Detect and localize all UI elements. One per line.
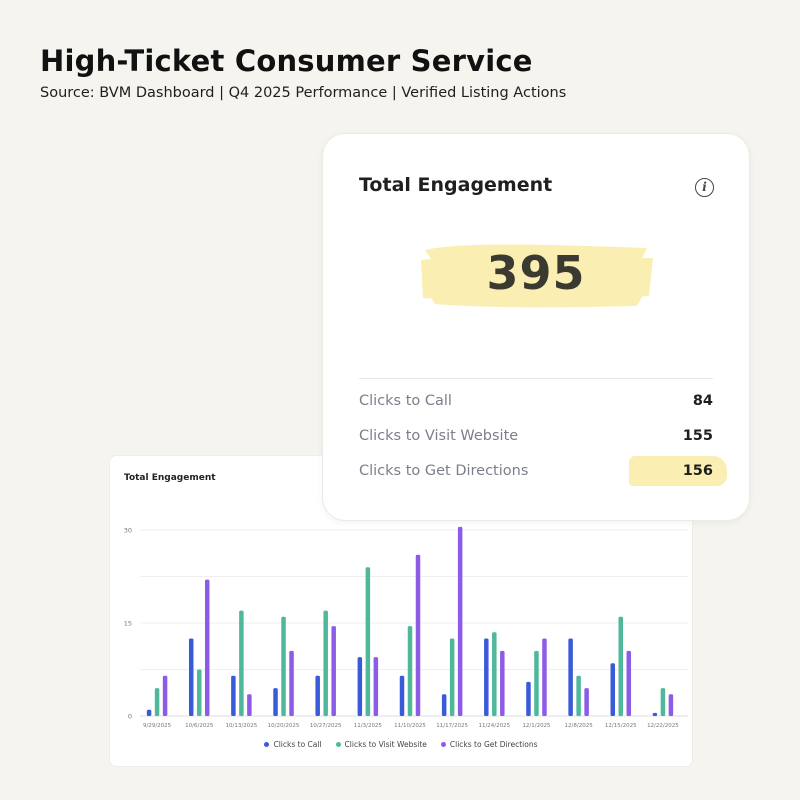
bar bbox=[331, 626, 336, 716]
bar bbox=[289, 650, 294, 716]
card-title: Total Engagement bbox=[359, 174, 553, 196]
legend-dot bbox=[264, 742, 270, 747]
bar bbox=[660, 688, 666, 716]
bar bbox=[441, 694, 447, 716]
bar bbox=[534, 650, 539, 716]
x-tick-label: 12/15/2025 bbox=[605, 723, 637, 729]
bar bbox=[247, 694, 252, 716]
chart-legend: Clicks to Call Clicks to Visit Website C… bbox=[110, 740, 692, 749]
bar bbox=[204, 579, 210, 716]
bar bbox=[526, 681, 531, 716]
bar bbox=[449, 638, 455, 716]
bar bbox=[281, 616, 286, 716]
legend-label: Clicks to Visit Website bbox=[344, 740, 427, 749]
metric-label: Clicks to Visit Website bbox=[359, 428, 519, 444]
engagement-bar-chart: 0 15 30 9/29/2025 10/6/2025 10/13/2025 10/20/2… bbox=[124, 526, 688, 729]
bar bbox=[576, 675, 581, 716]
legend-dot bbox=[335, 742, 341, 747]
bar bbox=[162, 675, 168, 716]
card-divider bbox=[359, 378, 713, 379]
total-engagement-value: 395 bbox=[486, 246, 586, 300]
bar bbox=[457, 526, 463, 716]
bar bbox=[610, 663, 616, 716]
metric-row-clicks-to-visit-website: Clicks to Visit Website 155 bbox=[359, 425, 713, 447]
metric-value-wrapper: 156 bbox=[629, 456, 727, 486]
x-tick-label: 10/27/2025 bbox=[310, 723, 342, 729]
x-tick-label: 10/6/2025 bbox=[185, 723, 214, 729]
bar bbox=[568, 638, 573, 716]
x-tick-label: 10/13/2025 bbox=[226, 723, 258, 729]
bar bbox=[373, 657, 379, 716]
bar bbox=[626, 650, 632, 716]
bar bbox=[196, 669, 202, 716]
y-tick-label: 30 bbox=[124, 527, 132, 535]
highlight-brush-stroke bbox=[421, 244, 653, 308]
bar bbox=[492, 632, 497, 716]
x-tick-label: 12/22/2025 bbox=[647, 723, 679, 729]
bar bbox=[542, 638, 547, 716]
page-subtitle: Source: BVM Dashboard | Q4 2025 Performa… bbox=[40, 85, 567, 101]
bar bbox=[652, 712, 658, 716]
legend-item[interactable]: Clicks to Call bbox=[264, 740, 322, 749]
bar bbox=[668, 694, 674, 716]
bar bbox=[484, 638, 489, 716]
x-tick-label: 9/29/2025 bbox=[143, 723, 172, 729]
x-tick-label: 10/20/2025 bbox=[268, 723, 300, 729]
y-tick-label: 0 bbox=[128, 713, 132, 721]
metric-row-clicks-to-get-directions: Clicks to Get Directions 156 bbox=[359, 456, 727, 486]
legend-item[interactable]: Clicks to Get Directions bbox=[440, 740, 538, 749]
bar bbox=[273, 688, 278, 716]
page-title: High-Ticket Consumer Service bbox=[40, 44, 533, 78]
x-tick-label: 11/24/2025 bbox=[478, 723, 510, 729]
bar bbox=[188, 638, 194, 716]
bar bbox=[618, 616, 624, 716]
legend-item[interactable]: Clicks to Visit Website bbox=[335, 740, 427, 749]
bar bbox=[357, 657, 363, 716]
bar bbox=[154, 688, 160, 716]
legend-dot bbox=[440, 742, 446, 747]
legend-label: Clicks to Get Directions bbox=[449, 740, 538, 749]
metric-label: Clicks to Call bbox=[359, 393, 452, 409]
x-tick-label: 11/10/2025 bbox=[394, 723, 426, 729]
bar bbox=[231, 675, 236, 716]
bar bbox=[399, 675, 405, 716]
bar bbox=[584, 688, 589, 716]
metric-value: 84 bbox=[692, 393, 713, 409]
bar bbox=[146, 709, 152, 716]
chart-title: Total Engagement bbox=[124, 473, 216, 483]
x-tick-label: 12/8/2025 bbox=[565, 723, 594, 729]
legend-label: Clicks to Call bbox=[273, 740, 322, 749]
bar bbox=[407, 626, 413, 716]
bar bbox=[500, 650, 505, 716]
bar bbox=[323, 610, 328, 716]
bar bbox=[365, 567, 371, 716]
metric-value: 155 bbox=[682, 428, 713, 444]
bar bbox=[415, 554, 421, 716]
x-tick-label: 11/3/2025 bbox=[354, 723, 383, 729]
metric-value: 156 bbox=[682, 463, 713, 479]
info-icon[interactable]: i bbox=[695, 178, 714, 197]
metric-label: Clicks to Get Directions bbox=[359, 463, 529, 479]
bar bbox=[315, 675, 320, 716]
y-tick-label: 15 bbox=[124, 620, 132, 628]
x-tick-label: 12/1/2025 bbox=[522, 723, 551, 729]
bar bbox=[239, 610, 244, 716]
total-engagement-card: Total Engagement i 395 Clicks to Call 84… bbox=[323, 134, 749, 520]
x-tick-label: 11/17/2025 bbox=[436, 723, 468, 729]
metric-row-clicks-to-call: Clicks to Call 84 bbox=[359, 390, 713, 412]
